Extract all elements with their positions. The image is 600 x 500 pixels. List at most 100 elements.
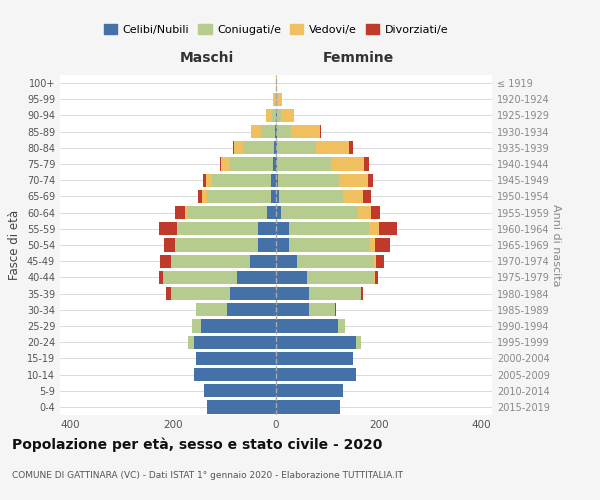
Bar [163, 270, 238, 284]
Bar [364, 158, 368, 170]
Bar [206, 174, 212, 187]
Bar [185, 206, 187, 220]
Bar [276, 158, 277, 170]
Bar [371, 206, 380, 220]
Bar [233, 141, 234, 154]
Bar [238, 270, 276, 284]
Bar [276, 336, 356, 349]
Bar [221, 158, 230, 170]
Bar [370, 238, 375, 252]
Bar [310, 303, 335, 316]
Bar [364, 190, 371, 203]
Bar [170, 254, 250, 268]
Bar [187, 206, 267, 220]
Bar [292, 125, 320, 138]
Bar [276, 190, 278, 203]
Bar [266, 109, 272, 122]
Bar [335, 303, 336, 316]
Bar [274, 92, 275, 106]
Bar [276, 76, 277, 90]
Bar [199, 190, 202, 203]
Bar [361, 287, 364, 300]
Bar [202, 320, 276, 332]
Bar [276, 92, 278, 106]
Bar [343, 190, 364, 203]
Bar [276, 125, 277, 138]
Bar [307, 270, 374, 284]
Bar [331, 158, 364, 170]
Text: Popolazione per età, sesso e stato civile - 2020: Popolazione per età, sesso e stato civil… [12, 438, 382, 452]
Bar [271, 174, 276, 187]
Bar [379, 222, 397, 235]
Bar [368, 174, 373, 187]
Bar [375, 238, 389, 252]
Bar [275, 92, 276, 106]
Bar [276, 287, 310, 300]
Bar [277, 158, 331, 170]
Bar [260, 125, 275, 138]
Bar [196, 352, 276, 365]
Bar [159, 222, 177, 235]
Bar [194, 368, 276, 381]
Bar [276, 320, 338, 332]
Bar [164, 238, 175, 252]
Bar [356, 336, 361, 349]
Bar [202, 190, 206, 203]
Bar [175, 238, 176, 252]
Bar [349, 141, 353, 154]
Bar [276, 384, 343, 398]
Y-axis label: Anni di nascita: Anni di nascita [551, 204, 561, 286]
Bar [220, 158, 221, 170]
Bar [203, 174, 206, 187]
Bar [271, 190, 276, 203]
Bar [230, 287, 276, 300]
Bar [194, 336, 276, 349]
Bar [278, 190, 343, 203]
Bar [277, 141, 316, 154]
Bar [310, 287, 361, 300]
Bar [250, 254, 276, 268]
Bar [339, 174, 368, 187]
Text: Maschi: Maschi [180, 51, 234, 65]
Text: Femmine: Femmine [322, 51, 394, 65]
Bar [230, 158, 274, 170]
Bar [159, 270, 163, 284]
Bar [206, 400, 276, 413]
Bar [276, 254, 296, 268]
Bar [176, 238, 258, 252]
Bar [204, 384, 276, 398]
Y-axis label: Fasce di età: Fasce di età [8, 210, 21, 280]
Bar [276, 368, 356, 381]
Bar [177, 222, 178, 235]
Bar [192, 320, 202, 332]
Legend: Celibi/Nubili, Coniugati/e, Vedovi/e, Divorziati/e: Celibi/Nubili, Coniugati/e, Vedovi/e, Di… [100, 20, 452, 39]
Bar [276, 206, 281, 220]
Bar [196, 303, 227, 316]
Bar [276, 222, 289, 235]
Bar [276, 303, 310, 316]
Bar [175, 206, 185, 220]
Bar [170, 287, 230, 300]
Bar [376, 254, 384, 268]
Bar [277, 109, 281, 122]
Bar [275, 125, 276, 138]
Bar [276, 352, 353, 365]
Text: COMUNE DI GATTINARA (VC) - Dati ISTAT 1° gennaio 2020 - Elaborazione TUTTITALIA.: COMUNE DI GATTINARA (VC) - Dati ISTAT 1°… [12, 470, 403, 480]
Bar [267, 206, 276, 220]
Bar [188, 336, 194, 349]
Bar [276, 400, 340, 413]
Bar [276, 141, 277, 154]
Bar [281, 109, 294, 122]
Bar [374, 270, 375, 284]
Bar [251, 125, 260, 138]
Bar [234, 141, 243, 154]
Bar [276, 109, 277, 122]
Bar [375, 270, 378, 284]
Bar [278, 174, 339, 187]
Bar [358, 206, 371, 220]
Bar [258, 238, 276, 252]
Bar [316, 141, 349, 154]
Bar [274, 141, 276, 154]
Bar [278, 92, 281, 106]
Bar [206, 190, 271, 203]
